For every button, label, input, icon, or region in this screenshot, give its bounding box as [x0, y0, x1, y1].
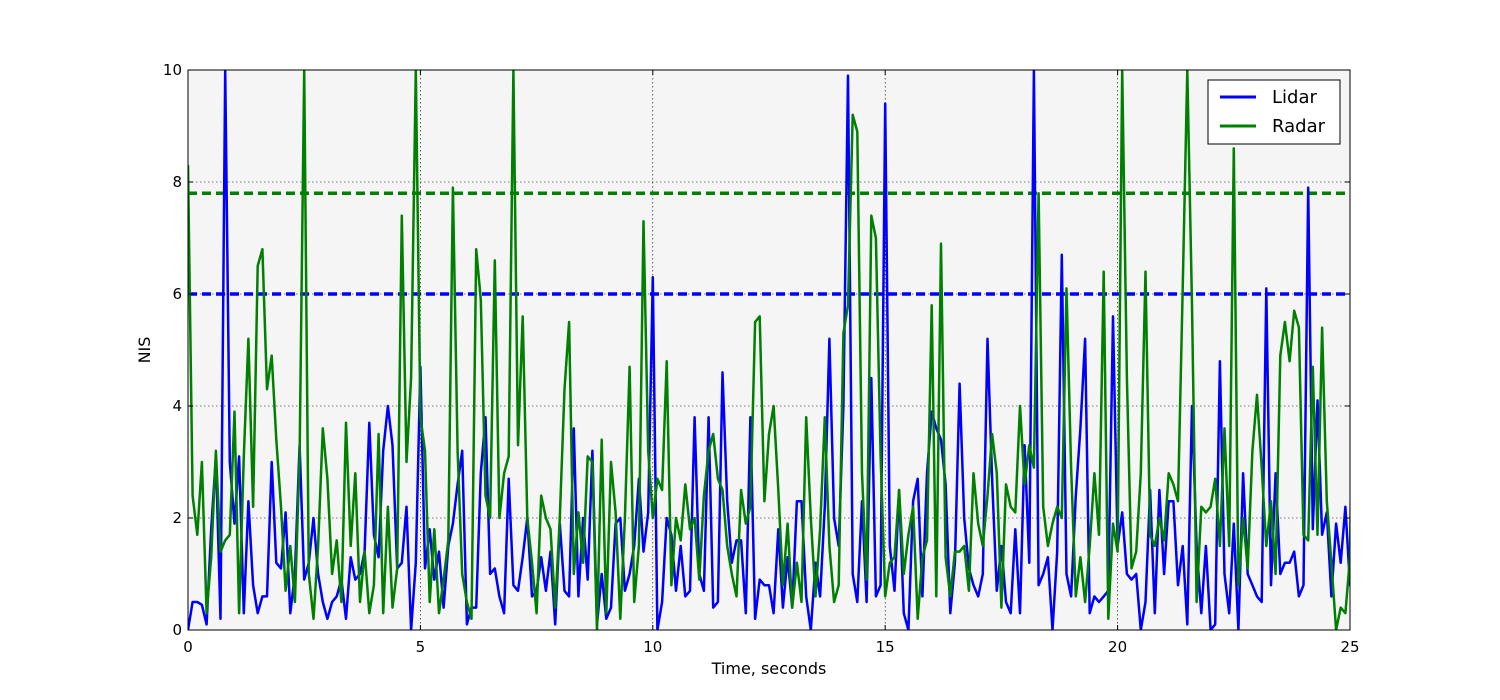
y-tick-label: 10: [163, 61, 182, 79]
y-tick-label: 8: [172, 173, 182, 191]
x-axis-label: Time, seconds: [711, 659, 827, 678]
x-tick-label: 5: [416, 638, 426, 656]
x-tick-label: 0: [183, 638, 193, 656]
y-tick-label: 2: [172, 509, 182, 527]
legend-label-lidar: Lidar: [1272, 87, 1317, 108]
series-lines: [188, 70, 1350, 630]
threshold-lines: [188, 191, 1350, 296]
legend-label-radar: Radar: [1272, 116, 1326, 137]
plot-frame: [187, 69, 1351, 631]
y-tick-label: 4: [172, 397, 182, 415]
y-tick-label: 0: [172, 621, 182, 639]
x-tick-label: 25: [1340, 638, 1359, 656]
x-tick-label: 20: [1108, 638, 1127, 656]
series-line-radar: [188, 70, 1350, 630]
axis-ticks: 0 5 10 15 20 25 0 2 4 6 8 10: [163, 61, 1360, 656]
y-axis-label: NIS: [135, 337, 154, 364]
y-tick-label: 6: [172, 285, 182, 303]
series-line-lidar: [188, 70, 1350, 630]
x-tick-label: 10: [643, 638, 662, 656]
legend-box: [1207, 79, 1341, 145]
legend: Lidar Radar: [1207, 79, 1341, 145]
x-tick-label: 15: [876, 638, 895, 656]
